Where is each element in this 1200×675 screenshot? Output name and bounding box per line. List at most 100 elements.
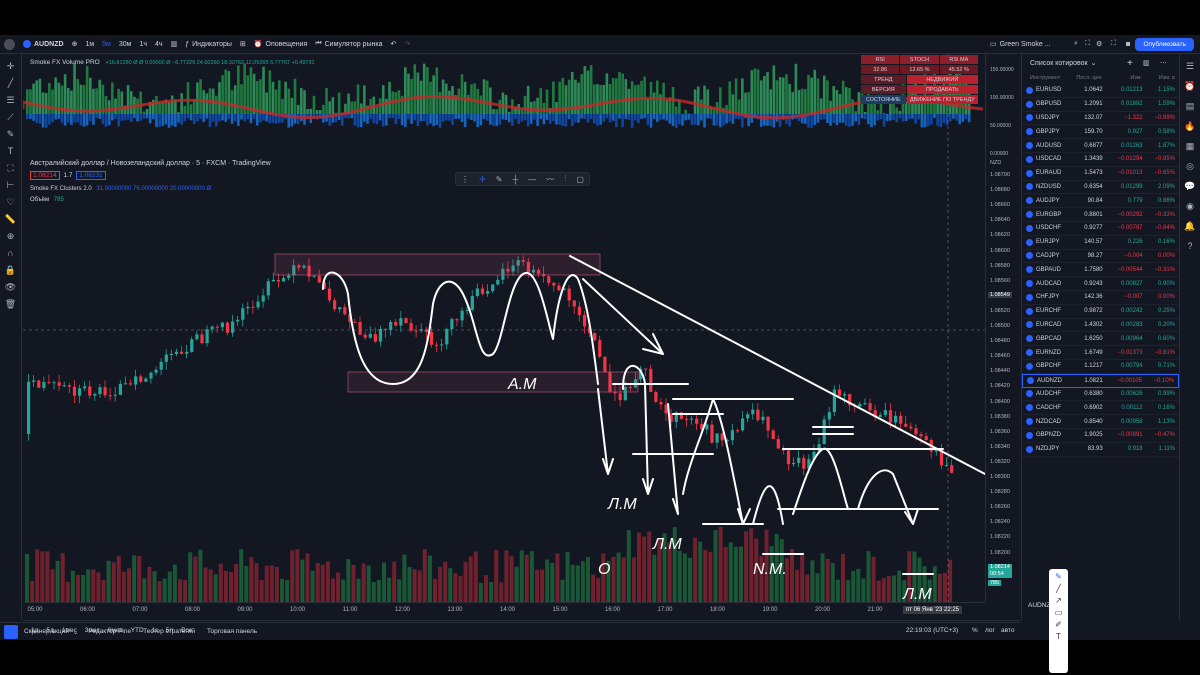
bid-price[interactable]: 1.08214 — [30, 171, 60, 180]
fullscreen-icon[interactable]: ⛶ — [1111, 40, 1116, 47]
watchlist-row[interactable]: USDCHF 0.9277 −0.00787 −0.84% — [1022, 222, 1179, 236]
watchlist-row[interactable]: GBPCHF 1.1217 0.00794 0.71% — [1022, 360, 1179, 374]
bell-icon[interactable] — [4, 624, 18, 639]
ruler-icon[interactable]: 📏 — [4, 213, 17, 224]
watchlist-row[interactable]: EURGBP 0.8801 −0.00292 −0.33% — [1022, 208, 1179, 222]
chart-type-icon[interactable]: ▥ — [170, 41, 178, 48]
streams-icon[interactable]: ◉ — [1186, 201, 1194, 211]
trendline-icon[interactable]: ╱ — [7, 77, 14, 88]
range-button[interactable]: 6мес — [107, 627, 123, 634]
arrow-icon[interactable]: ↗ — [1055, 596, 1062, 605]
chevron-down-icon[interactable]: ⌄ — [1090, 60, 1097, 67]
watchlist-row[interactable]: USDJPY 132.07 −1.322 −0.99% — [1022, 112, 1179, 126]
tab-screener[interactable]: Скринер акций — [24, 628, 69, 635]
watchlist-row[interactable]: EURAUD 1.5473 −0.01013 −0.65% — [1022, 167, 1179, 181]
replay-button[interactable]: ⏮ Симулятор рынка — [315, 40, 382, 48]
watchlist-row[interactable]: CADJPY 98.27 −0.004 0.00% — [1022, 250, 1179, 264]
watchlist-row[interactable]: AUDCHF 0.6380 0.00626 0.99% — [1022, 388, 1179, 402]
tab-pine-editor[interactable]: Редактор Pine — [88, 628, 132, 635]
watchlist-footer-symbol[interactable]: AUDNZD — [1028, 602, 1056, 609]
col-last[interactable]: Посл. цен — [1076, 75, 1102, 81]
interval-4h[interactable]: 4ч — [155, 40, 163, 48]
clock[interactable]: 22:19:03 (UTC+3) — [906, 627, 959, 634]
watchlist-row[interactable]: USDCAD 1.3439 −0.01294 −0.95% — [1022, 153, 1179, 167]
tab-strategy-tester[interactable]: Тестер стратегий — [143, 628, 195, 635]
chevron-down-icon[interactable]: ⌄ — [72, 628, 79, 636]
redo-icon[interactable]: ↷ — [404, 41, 411, 48]
watchlist-row[interactable]: CADCHF 0.6902 0.00112 0.16% — [1022, 401, 1179, 416]
ray-icon[interactable]: — — [528, 174, 537, 184]
crosshair-icon[interactable]: ✛ — [479, 174, 486, 184]
brush-icon[interactable]: ✎ — [6, 128, 15, 139]
range-button[interactable]: 1д — [31, 627, 39, 634]
col-change[interactable]: Изм. — [1130, 75, 1143, 81]
symbol-search[interactable]: AUDNZD — [23, 40, 64, 48]
rectangle-icon[interactable]: ▭ — [1054, 608, 1063, 617]
interval-5m[interactable]: 5м — [102, 40, 111, 48]
help-icon[interactable]: ? — [1187, 241, 1193, 251]
alerts-button[interactable]: ⏰ Оповещения — [254, 40, 308, 49]
hotlist-icon[interactable]: 🔥 — [1184, 121, 1196, 131]
horizontal-line-icon[interactable]: ┼ — [512, 174, 519, 184]
pattern-icon[interactable]: ⟋ — [7, 111, 14, 122]
interval-1m[interactable]: 1м — [85, 40, 95, 48]
bars-pattern-icon[interactable]: ⫶ — [564, 174, 567, 183]
currency-label[interactable]: NZD — [990, 160, 1002, 166]
layout-name[interactable]: ▭ Green Smoke ... — [990, 40, 1051, 49]
ideas-icon[interactable]: ◎ — [1186, 161, 1194, 171]
zoom-icon[interactable]: ⊕ — [6, 230, 15, 241]
ask-price[interactable]: 1.08231 — [76, 171, 106, 180]
watchlist-row[interactable]: GBPJPY 159.70 0.927 0.58% — [1022, 125, 1179, 140]
publish-button[interactable]: Опубликовать — [1135, 38, 1194, 51]
layout-icon[interactable]: ▥ — [1143, 60, 1150, 67]
notification-icon[interactable]: 🔔 — [1184, 221, 1196, 231]
rectangle-icon[interactable]: ▢ — [576, 174, 584, 184]
avatar[interactable] — [4, 38, 15, 50]
price-axis[interactable]: NZD 1.08700 1.08680 1.08660 1.08640 1.08620 1… — [985, 54, 1020, 602]
range-button[interactable]: 5д — [46, 627, 54, 634]
highlighter-icon[interactable]: ✐ — [1055, 620, 1062, 629]
add-icon[interactable]: + — [1127, 57, 1133, 69]
line-icon[interactable]: ╱ — [1056, 584, 1061, 593]
watchlist-row[interactable]: NZDJPY 83.93 0.918 1.11% — [1022, 443, 1179, 457]
watchlist-row[interactable]: AUDUSD 0.6877 0.01263 1.87% — [1022, 139, 1179, 153]
watchlist-row[interactable]: EURCAD 1.4302 0.00283 0.20% — [1022, 319, 1179, 333]
interval-30m[interactable]: 30м — [118, 40, 132, 48]
path-icon[interactable]: 〰 — [546, 174, 555, 184]
range-button[interactable]: 1г — [151, 627, 158, 634]
time-axis[interactable]: пт 06 Янв '23 22:25 05:00 06:00 07:00 08:00… — [23, 602, 985, 620]
drag-handle-icon[interactable]: ⋮ — [461, 174, 470, 184]
lock-icon[interactable]: 🔒 — [4, 264, 17, 275]
col-instrument[interactable]: Инструмент — [1030, 75, 1061, 81]
data-window-icon[interactable]: ▤ — [1185, 101, 1195, 111]
calendar-icon[interactable]: ▦ — [1185, 141, 1195, 151]
log-toggle[interactable]: лог — [985, 627, 995, 634]
search-icon[interactable]: ⌕ — [1074, 40, 1078, 47]
watchlist-row[interactable]: EURNZD 1.6749 −0.01373 −0.81% — [1022, 346, 1179, 360]
gear-icon[interactable]: ⚙ — [1096, 41, 1103, 48]
pen-icon[interactable]: ✎ — [495, 174, 503, 184]
trash-icon[interactable]: 🗑 — [4, 298, 17, 309]
watchlist-row[interactable]: CHFJPY 142.36 −0.007 0.00% — [1022, 291, 1179, 305]
watchlist-row[interactable]: EURCHF 0.9872 0.00242 0.25% — [1022, 305, 1179, 319]
watchlist-row[interactable]: AUDCAD 0.9243 0.00827 0.90% — [1022, 277, 1179, 291]
watchlist-row[interactable]: AUDJPY 90.84 0.779 0.86% — [1022, 194, 1179, 209]
alarm-icon[interactable]: ⏰ — [1184, 81, 1196, 91]
indicators-button[interactable]: ƒ Индикаторы — [185, 41, 232, 48]
watchlist-row[interactable]: EURUSD 1.0642 0.01213 1.15% — [1022, 84, 1179, 98]
tab-trading-panel[interactable]: Торговая панель — [207, 628, 258, 635]
pen-icon[interactable]: ✎ — [1055, 572, 1062, 581]
watchlist-icon[interactable]: ☰ — [1185, 61, 1195, 71]
watchlist-title[interactable]: Список котировок — [1030, 59, 1088, 67]
auto-toggle[interactable]: авто — [1001, 627, 1015, 634]
percent-toggle[interactable]: % — [972, 627, 978, 634]
crosshair-icon[interactable]: ✛ — [6, 60, 15, 71]
interval-1h[interactable]: 1ч — [139, 40, 148, 48]
range-button[interactable]: 3мес — [84, 627, 100, 634]
watchlist-row[interactable]: GBPAUD 1.7580 −0.00544 −0.31% — [1022, 263, 1179, 278]
eye-icon[interactable]: 👁 — [4, 281, 17, 292]
templates-icon[interactable]: ⊞ — [239, 41, 246, 48]
watchlist-row[interactable]: GBPCAD 1.6250 0.00964 0.60% — [1022, 332, 1179, 347]
measure-icon[interactable]: ⛶ — [7, 162, 14, 173]
range-button[interactable]: Все — [181, 627, 193, 634]
